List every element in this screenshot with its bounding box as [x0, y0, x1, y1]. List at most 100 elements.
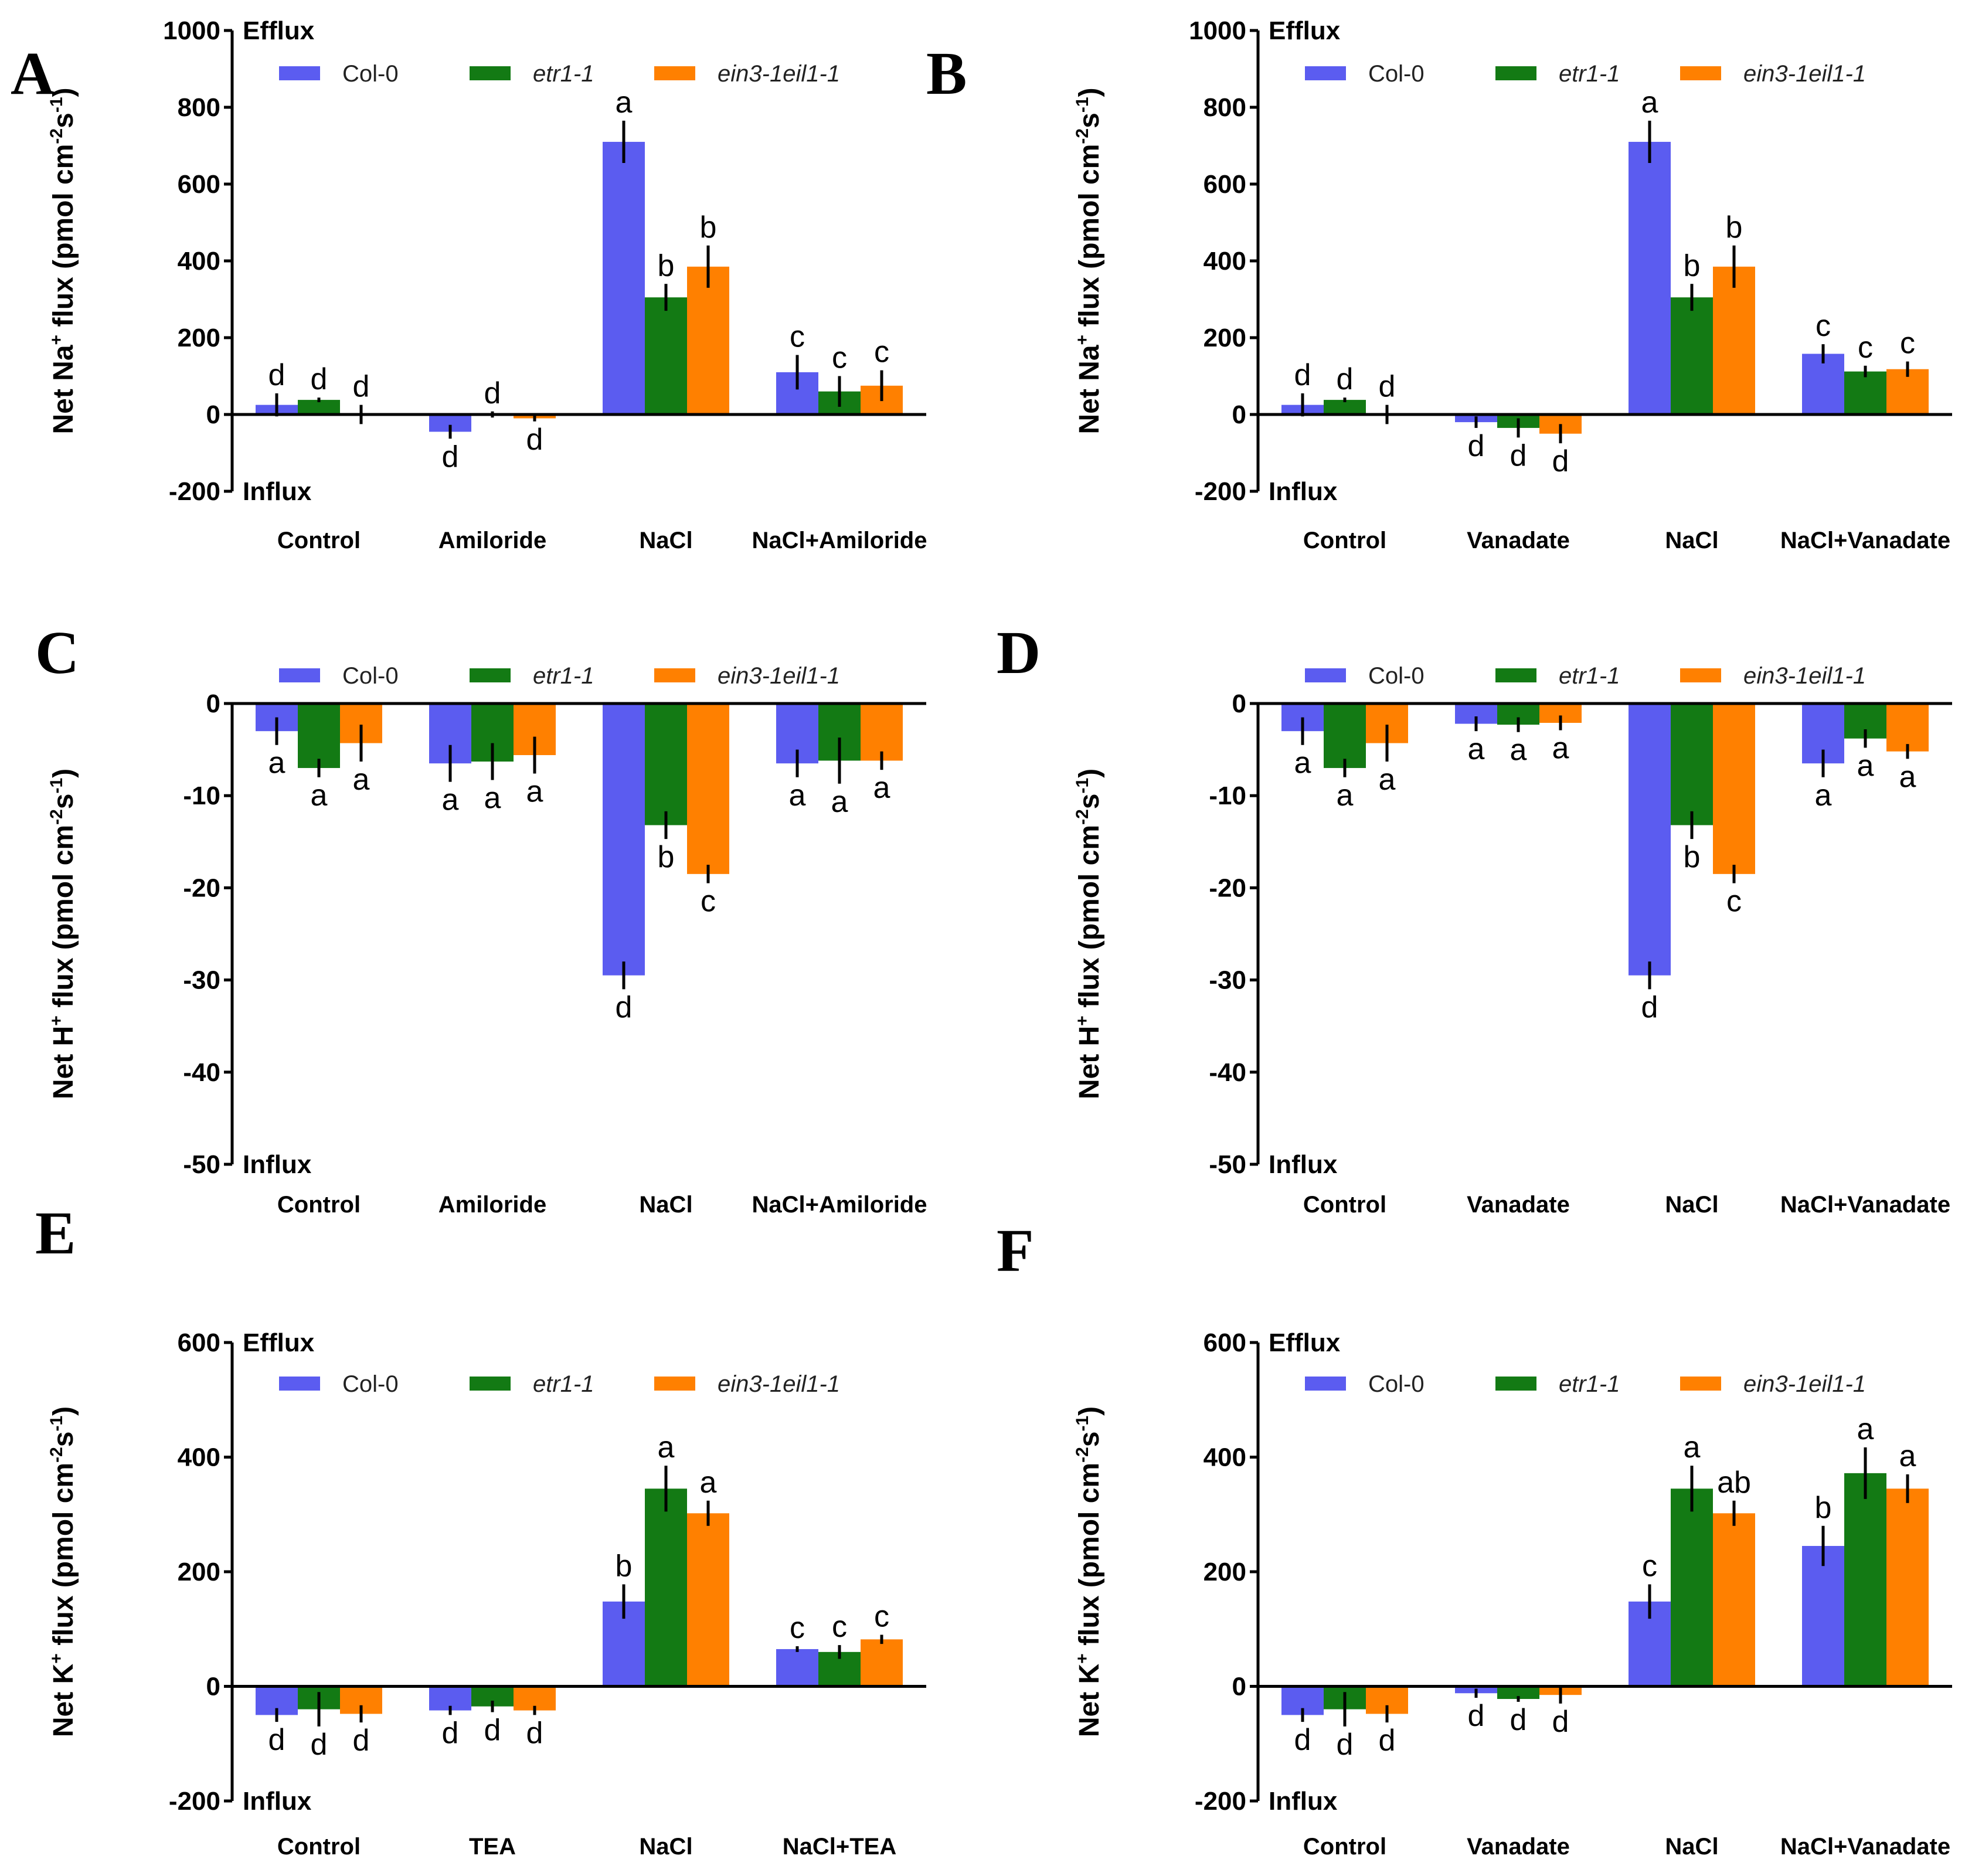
y-axis-title-text: ) — [1074, 769, 1105, 778]
y-tick-label: 400 — [1204, 1443, 1246, 1472]
category-label: NaCl+Amiloride — [752, 1192, 927, 1218]
y-tick-label: -200 — [169, 477, 220, 506]
y-axis-title-text: s — [48, 113, 79, 128]
y-axis-title-text: ) — [48, 769, 79, 778]
significance-letter: b — [616, 1549, 633, 1583]
y-axis-title-superscript: + — [1073, 335, 1092, 345]
significance-letter: a — [1684, 1430, 1701, 1464]
influx-label: Influx — [1269, 1787, 1338, 1816]
influx-label: Influx — [243, 477, 312, 506]
y-tick-label: 1000 — [1189, 16, 1246, 45]
significance-letter: a — [1510, 733, 1527, 767]
y-axis-title-text: ) — [1074, 88, 1105, 97]
significance-letter: a — [484, 781, 501, 815]
significance-letter: a — [311, 779, 328, 813]
y-tick-label: -10 — [1209, 781, 1246, 810]
y-tick-label: 200 — [1204, 1558, 1246, 1586]
bar-etr1-1 — [645, 1488, 687, 1687]
y-tick-label: 0 — [206, 689, 220, 718]
y-axis-title-superscript: -2 — [1073, 809, 1092, 825]
y-tick-label: -200 — [1195, 477, 1246, 506]
y-axis-title-text: flux (pmol cm — [1074, 1463, 1105, 1653]
significance-letter: d — [353, 370, 370, 404]
category-label: NaCl — [1665, 1834, 1718, 1860]
bar-Col-0 — [1629, 704, 1671, 976]
significance-letter: a — [1337, 779, 1354, 813]
y-axis-title-text: s — [1074, 794, 1105, 810]
significance-letter: a — [1857, 1412, 1874, 1446]
category-label: Amiloride — [438, 528, 546, 553]
bar-ein3-1eil1-1 — [687, 1513, 729, 1687]
panel-letter-F: F — [997, 1217, 1034, 1284]
y-tick-label: -20 — [183, 874, 220, 902]
significance-letter: b — [1726, 210, 1743, 244]
y-tick-label: 0 — [1232, 400, 1246, 429]
legend-label-Col-0: Col-0 — [1368, 61, 1425, 87]
significance-letter: c — [1816, 309, 1831, 343]
legend-swatch-ein3-1eil1-1 — [1680, 66, 1721, 80]
significance-letter: d — [311, 362, 328, 396]
category-label: Control — [277, 1192, 361, 1218]
y-axis-title-text: Net H — [1074, 1026, 1105, 1099]
significance-letter: d — [1379, 1724, 1396, 1758]
legend-swatch-etr1-1 — [470, 668, 511, 682]
category-label: NaCl — [639, 1834, 692, 1860]
y-tick-label: -30 — [183, 966, 220, 995]
bar-etr1-1 — [1497, 1686, 1539, 1700]
significance-letter: d — [1379, 370, 1396, 404]
legend-swatch-etr1-1 — [1495, 1377, 1536, 1391]
bar-ein3-1eil1-1 — [861, 1639, 903, 1687]
y-axis-title-superscript: + — [1073, 1653, 1092, 1664]
legend-label-ein3-1eil1-1: ein3-1eil1-1 — [718, 1371, 840, 1397]
bar-Col-0 — [776, 1649, 818, 1687]
significance-letter: c — [1726, 885, 1742, 919]
y-tick-label: 800 — [1204, 93, 1246, 122]
category-label: NaCl+Vanadate — [1780, 528, 1950, 553]
panel-letter-C: C — [35, 619, 79, 686]
significance-letter: a — [1899, 760, 1916, 794]
y-axis-title-superscript: -2 — [47, 1447, 66, 1463]
y-tick-label: 200 — [178, 324, 220, 352]
y-tick-label: -200 — [169, 1787, 220, 1816]
y-axis-title: Net K+ flux (pmol cm-2s-1) — [47, 1406, 79, 1737]
significance-letter: d — [526, 1716, 543, 1750]
y-axis-title-superscript: -2 — [1073, 128, 1092, 144]
category-label: Control — [1303, 1192, 1386, 1218]
y-tick-label: 600 — [1204, 1328, 1246, 1357]
legend-label-etr1-1: etr1-1 — [1559, 663, 1620, 689]
significance-letter: a — [526, 774, 543, 808]
bar-etr1-1 — [1671, 297, 1713, 414]
bar-ein3-1eil1-1 — [687, 704, 729, 874]
significance-letter: a — [353, 763, 370, 797]
y-tick-label: 400 — [1204, 247, 1246, 276]
legend-swatch-Col-0 — [1305, 1377, 1346, 1391]
bar-Col-0 — [1629, 141, 1671, 414]
significance-letter: a — [442, 783, 459, 817]
legend-label-Col-0: Col-0 — [1368, 1371, 1425, 1397]
y-axis-title-superscript: + — [47, 1015, 66, 1026]
y-axis-title-text: s — [48, 794, 79, 810]
category-label: Amiloride — [438, 1192, 546, 1218]
significance-letter: b — [658, 840, 675, 874]
y-tick-label: 200 — [178, 1558, 220, 1586]
y-tick-label: -30 — [1209, 966, 1246, 995]
y-axis-title-text: Net H — [48, 1026, 79, 1099]
y-tick-label: 400 — [178, 1443, 220, 1472]
significance-letter: d — [268, 358, 285, 392]
bar-Col-0 — [1802, 354, 1844, 414]
y-axis-title-text: ) — [48, 88, 79, 97]
category-label: Vanadate — [1467, 1192, 1570, 1218]
y-axis-title-superscript: -2 — [47, 809, 66, 825]
y-axis-title-superscript: -1 — [1073, 778, 1092, 794]
y-axis-title-text: flux (pmol cm — [48, 1463, 79, 1653]
y-axis-title: Net Na+ flux (pmol cm-2s-1) — [47, 88, 79, 434]
legend-label-Col-0: Col-0 — [342, 1371, 399, 1397]
legend-label-ein3-1eil1-1: ein3-1eil1-1 — [718, 663, 840, 689]
bar-ein3-1eil1-1 — [1713, 1513, 1755, 1687]
significance-letter: d — [1641, 990, 1658, 1024]
y-axis-title-text: Net K — [48, 1663, 79, 1737]
category-label: Control — [277, 1834, 361, 1860]
significance-letter: a — [1379, 763, 1396, 797]
bar-ein3-1eil1-1 — [1713, 704, 1755, 874]
